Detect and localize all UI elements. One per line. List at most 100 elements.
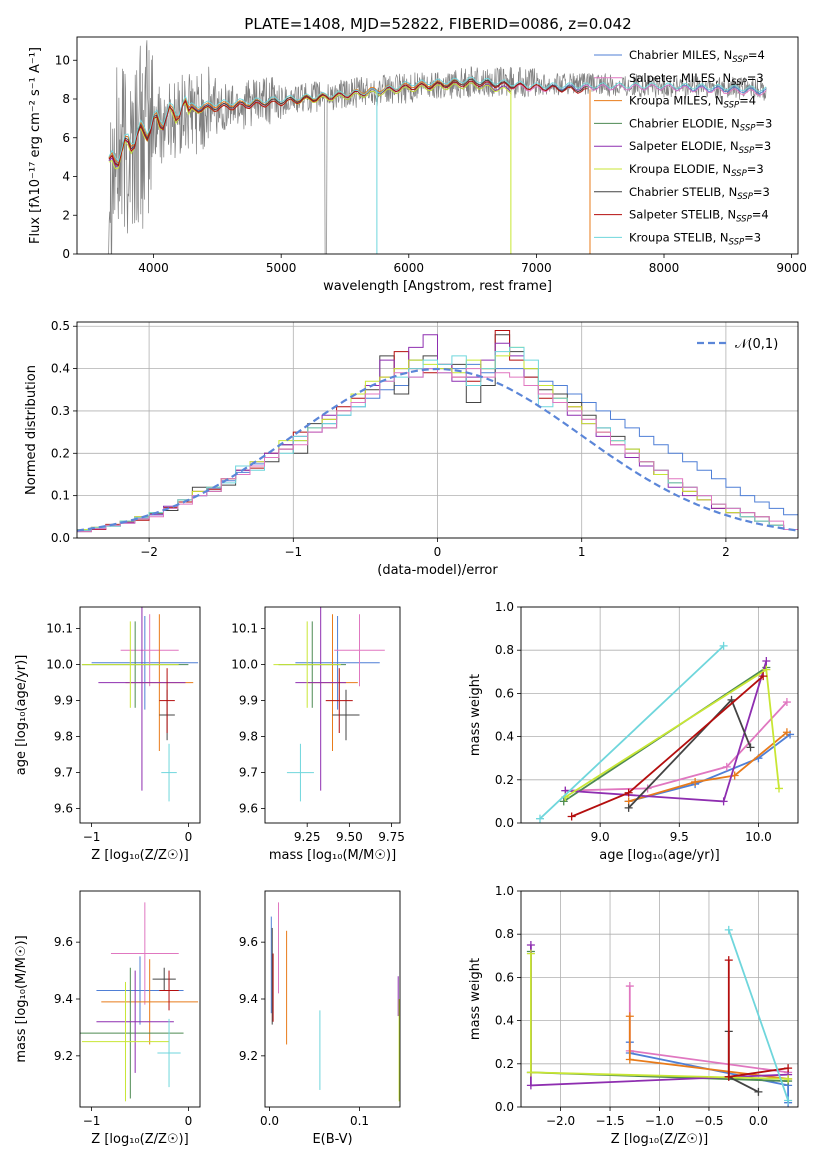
plot-area <box>107 40 767 254</box>
weight-marker-salpeter_stelib <box>784 1064 793 1073</box>
x-axis-label: wavelength [Angstrom, rest frame] <box>323 279 552 294</box>
axes-frame <box>264 606 401 824</box>
x-tick-label: −2.0 <box>546 1114 575 1128</box>
axes-frame <box>520 890 799 1108</box>
legend-label: Chabrier MILES, NSSP=4 <box>629 48 765 65</box>
plot-area <box>270 902 400 1102</box>
x-tick-label: 9.0 <box>591 830 610 844</box>
y-tick-label: 9.9 <box>239 694 258 708</box>
weight-marker-salpeter_miles <box>782 698 791 707</box>
weight-line-salpeter_miles <box>565 701 788 792</box>
y-tick-label: 0.8 <box>495 927 514 941</box>
x-axis-label: E(B-V) <box>312 1132 352 1147</box>
x-tick-label: 9.75 <box>378 830 405 844</box>
weight-marker-kroupa_elodie <box>775 784 784 793</box>
y-tick-label: 9.2 <box>54 1049 73 1063</box>
chart-title: PLATE=1408, MJD=52822, FIBERID=0086, z=0… <box>244 15 631 33</box>
legend-sub: SSP <box>736 215 752 225</box>
weight-marker-kroupa_elodie <box>784 1074 793 1083</box>
x-tick-label: 0 <box>185 1114 193 1128</box>
x-tick-label: 5000 <box>266 261 297 275</box>
legend-sub: SSP <box>739 146 755 156</box>
weight-vs-age-chart: 9.0 9.5 10.0 0.0 0.2 0.4 0.6 0.8 1.0 age [log₁₀(a… <box>468 600 799 863</box>
x-tick-label: −1.0 <box>645 1114 674 1128</box>
weight-marker-kroupa_stelib <box>784 1096 793 1105</box>
axes-frame <box>79 606 201 824</box>
x-tick-label: −2 <box>140 545 158 559</box>
y-tick-label: 0.0 <box>495 1100 514 1114</box>
legend-suffix: =4 <box>748 48 765 62</box>
x-tick-label: 9000 <box>776 261 807 275</box>
axes-frame <box>79 890 201 1108</box>
legend-suffix: =3 <box>753 185 770 199</box>
y-tick-label: 10.1 <box>231 622 258 636</box>
weight-line-kroupa_stelib <box>727 929 789 1101</box>
x-tick-label: −1 <box>284 545 302 559</box>
legend-sub: SSP <box>732 55 748 65</box>
x-axis-label: age [log₁₀(age/yr)] <box>599 848 720 863</box>
y-tick-label: 1.0 <box>495 600 514 614</box>
y-axis-label: age [log₁₀(age/yr)] <box>14 655 29 776</box>
x-tick-label: −0.5 <box>694 1114 723 1128</box>
y-tick-label: 0.8 <box>495 643 514 657</box>
legend-text: Salpeter MILES, N <box>629 71 731 85</box>
y-tick-label: 9.6 <box>239 935 258 949</box>
spectrum-chart: 4000 5000 6000 7000 8000 9000 0 2 4 6 8 10 wavelengt… <box>28 15 807 294</box>
weight-marker-kroupa_miles <box>625 1055 634 1064</box>
x-tick-label: 10.0 <box>745 830 772 844</box>
x-axis-label: Z [log₁₀(Z/Z☉)] <box>611 1132 708 1147</box>
weight-marker-salpeter_elodie <box>719 797 728 806</box>
legend-label: Chabrier STELIB, NSSP=3 <box>629 185 770 202</box>
weight-marker-chabrier_elodie <box>559 797 568 806</box>
legend-sub: SSP <box>729 237 745 247</box>
y-tick-label: 9.9 <box>54 694 73 708</box>
axes-frame <box>76 321 799 539</box>
model-spectrum-salpeter_stelib <box>108 80 588 167</box>
x-tick-label: 0 <box>185 830 193 844</box>
weight-marker-kroupa_miles <box>782 728 791 737</box>
weight-marker-kroupa_elodie <box>526 949 535 958</box>
x-tick-label: 6000 <box>394 261 425 275</box>
legend-label: Salpeter ELODIE, NSSP=3 <box>629 139 771 156</box>
plot-area <box>80 902 199 1102</box>
weight-marker-kroupa_elodie <box>762 665 771 674</box>
legend-suffix: =3 <box>744 230 761 244</box>
legend-suffix: =3 <box>754 139 771 153</box>
x-tick-label: 0.1 <box>350 1114 369 1128</box>
y-tick-label: 9.8 <box>54 730 73 744</box>
x-tick-label: 0.0 <box>260 1114 279 1128</box>
x-tick-label: 9.5 <box>670 830 689 844</box>
normal-curve-line <box>77 367 798 532</box>
y-tick-label: 8 <box>62 92 70 106</box>
legend-text: Kroupa ELODIE, N <box>629 162 731 176</box>
x-axis-label: (data-model)/error <box>377 563 498 578</box>
weight-marker-kroupa_stelib <box>535 814 544 823</box>
y-tick-label: 0.6 <box>495 970 514 984</box>
weight-marker-kroupa_stelib <box>719 641 728 650</box>
y-axis-label: Normed distribution <box>24 365 39 495</box>
y-tick-label: 10.0 <box>46 658 73 672</box>
x-tick-label: 2 <box>722 545 730 559</box>
legend-label: Salpeter STELIB, NSSP=4 <box>629 208 769 225</box>
y-tick-label: 0.4 <box>51 362 70 376</box>
y-tick-label: 0.2 <box>495 773 514 787</box>
y-tick-label: 0 <box>62 247 70 261</box>
weight-marker-kroupa_elodie <box>526 1068 535 1077</box>
axes-frame <box>76 36 799 255</box>
weight-marker-salpeter_stelib <box>724 956 733 965</box>
x-tick-label: −1 <box>83 830 101 844</box>
legend-sub: SSP <box>731 169 747 179</box>
model-spectrum-kroupa_elodie <box>108 82 512 170</box>
legend-suffix: =4 <box>739 94 756 108</box>
y-tick-label: 9.7 <box>239 766 258 780</box>
weight-marker-salpeter_elodie <box>762 657 771 665</box>
legend-suffix: =4 <box>752 208 769 222</box>
y-tick-label: 0.5 <box>51 319 70 333</box>
legend-sub: SSP <box>724 101 740 111</box>
weight-marker-salpeter_miles <box>625 982 634 991</box>
weight-marker-salpeter_stelib <box>624 788 633 797</box>
y-tick-label: 9.7 <box>54 766 73 780</box>
y-tick-label: 10 <box>55 53 70 67</box>
y-tick-label: 6 <box>62 131 70 145</box>
y-tick-label: 0.3 <box>51 404 70 418</box>
